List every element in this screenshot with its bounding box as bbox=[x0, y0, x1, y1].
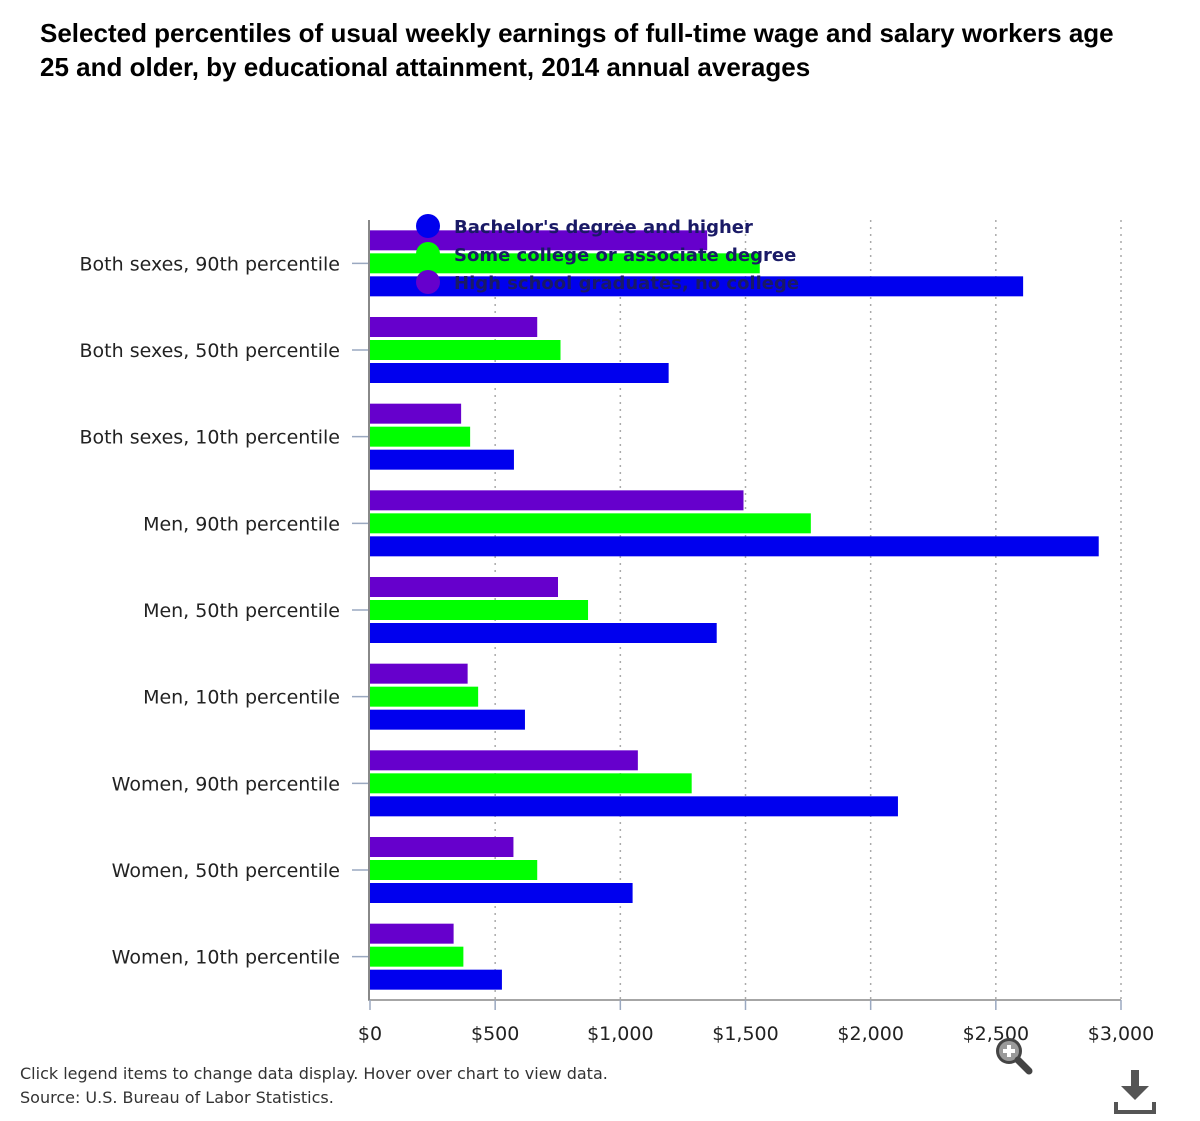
legend-label[interactable]: High school graduates, no college bbox=[454, 273, 799, 294]
category-label: Men, 90th percentile bbox=[143, 513, 340, 535]
legend-item[interactable]: High school graduates, no college bbox=[416, 270, 799, 294]
legend-marker[interactable] bbox=[416, 270, 440, 294]
legend-item[interactable]: Bachelor's degree and higher bbox=[416, 214, 753, 238]
legend-item[interactable]: Some college or associate degree bbox=[416, 242, 796, 266]
bar[interactable] bbox=[370, 860, 538, 880]
legend-label[interactable]: Some college or associate degree bbox=[454, 245, 796, 266]
bar[interactable] bbox=[370, 750, 638, 771]
x-tick-label: $1,000 bbox=[587, 1023, 653, 1045]
footer-source: Source: U.S. Bureau of Labor Statistics. bbox=[20, 1088, 334, 1107]
axes bbox=[352, 220, 1122, 1010]
bar[interactable] bbox=[370, 946, 464, 967]
bars[interactable] bbox=[370, 230, 1099, 990]
bar[interactable] bbox=[370, 490, 744, 511]
bar[interactable] bbox=[370, 883, 633, 903]
x-tick-label: $1,500 bbox=[712, 1023, 778, 1045]
category-label: Women, 50th percentile bbox=[112, 860, 340, 882]
category-label: Both sexes, 90th percentile bbox=[80, 253, 341, 275]
footer: Click legend items to change data displa… bbox=[20, 1062, 608, 1110]
bar[interactable] bbox=[370, 623, 717, 643]
bar[interactable] bbox=[370, 709, 525, 730]
download-icon[interactable] bbox=[1112, 1068, 1158, 1116]
bar[interactable] bbox=[370, 923, 454, 944]
chart-title: Selected percentiles of usual weekly ear… bbox=[40, 18, 1114, 82]
bar[interactable] bbox=[370, 317, 538, 337]
bar[interactable] bbox=[370, 340, 561, 360]
x-tick-label: $0 bbox=[358, 1023, 382, 1045]
bar[interactable] bbox=[370, 230, 708, 251]
category-label: Both sexes, 50th percentile bbox=[80, 340, 341, 362]
x-tick-label: $500 bbox=[471, 1023, 519, 1045]
category-label: Women, 90th percentile bbox=[112, 773, 340, 795]
bar[interactable] bbox=[370, 403, 462, 424]
bar[interactable] bbox=[370, 969, 502, 990]
bar[interactable] bbox=[370, 363, 669, 383]
bar[interactable] bbox=[370, 513, 811, 534]
bar[interactable] bbox=[370, 449, 514, 470]
legend[interactable]: Bachelor's degree and higher Some college… bbox=[416, 214, 799, 294]
category-label: Men, 50th percentile bbox=[143, 600, 340, 622]
bar[interactable] bbox=[370, 577, 559, 597]
bar[interactable] bbox=[370, 686, 479, 707]
bar[interactable] bbox=[370, 796, 898, 817]
bar[interactable] bbox=[370, 773, 692, 794]
category-label: Women, 10th percentile bbox=[112, 947, 340, 969]
category-labels: Both sexes, 90th percentile Both sexes, 5… bbox=[80, 253, 341, 968]
bar[interactable] bbox=[370, 276, 1024, 297]
legend-marker[interactable] bbox=[416, 242, 440, 266]
legend-marker[interactable] bbox=[416, 214, 440, 238]
bar[interactable] bbox=[370, 600, 589, 620]
bar-chart: Both sexes, 90th percentile Both sexes, 5… bbox=[80, 214, 1154, 1045]
zoom-icon[interactable] bbox=[992, 1034, 1036, 1078]
bar[interactable] bbox=[370, 663, 468, 684]
bar[interactable] bbox=[370, 837, 514, 857]
category-label: Men, 10th percentile bbox=[143, 687, 340, 709]
x-tick-label: $3,000 bbox=[1088, 1023, 1154, 1045]
bar[interactable] bbox=[370, 536, 1099, 557]
bar[interactable] bbox=[370, 253, 760, 274]
category-label: Both sexes, 10th percentile bbox=[80, 427, 341, 449]
x-tick-label: $2,000 bbox=[837, 1023, 903, 1045]
legend-label[interactable]: Bachelor's degree and higher bbox=[454, 217, 753, 238]
bar[interactable] bbox=[370, 426, 471, 447]
footer-instructions: Click legend items to change data displa… bbox=[20, 1064, 608, 1083]
